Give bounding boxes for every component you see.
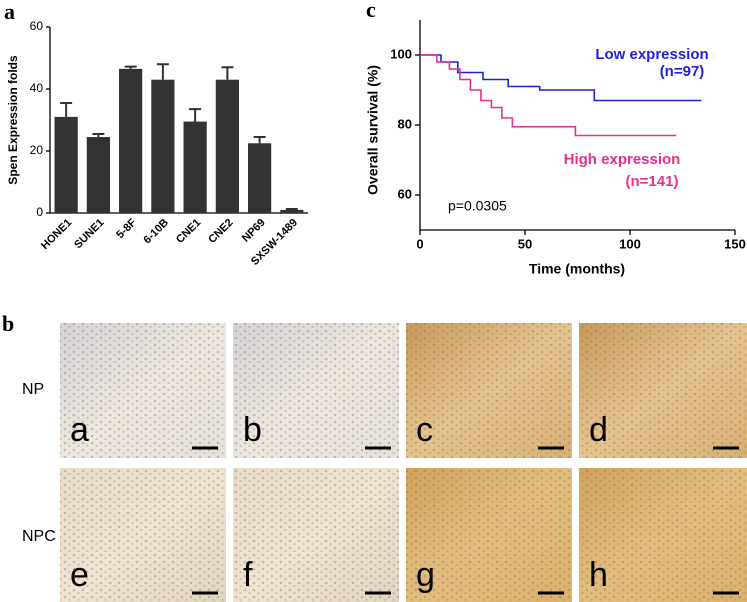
panel-letter: c <box>366 0 376 22</box>
y-axis-label: Spen Expression folds <box>6 55 20 185</box>
panel-letter: b <box>2 311 14 336</box>
y-tick-label: 80 <box>398 116 412 131</box>
micrograph-texture <box>60 323 226 458</box>
row-label: NP <box>22 381 44 398</box>
bar <box>280 209 304 213</box>
micrograph-texture <box>406 468 572 602</box>
bar <box>215 79 239 213</box>
error-bar <box>253 136 266 144</box>
micrograph-texture <box>60 468 226 602</box>
x-tick-label: CNE1 <box>174 217 203 246</box>
x-axis-label: Time (months) <box>529 261 625 277</box>
legend-label: Low expression <box>595 46 708 63</box>
x-tick-label: 0 <box>416 236 423 251</box>
image-label: d <box>589 411 608 449</box>
x-tick-label: HONE1 <box>39 217 74 252</box>
error-bar <box>156 63 169 80</box>
x-tick-label: 6-10B <box>141 217 171 247</box>
image-label: h <box>589 556 608 594</box>
error-bar <box>221 66 234 80</box>
x-tick-label: 150 <box>724 236 746 251</box>
image-label: g <box>416 556 435 594</box>
image-label: f <box>243 556 253 594</box>
micrograph-texture <box>233 323 399 458</box>
legend-label: (n=97) <box>660 63 705 80</box>
bar <box>54 116 78 213</box>
image-label: b <box>243 411 262 449</box>
error-bar <box>189 108 202 122</box>
error-bar <box>285 207 298 210</box>
bar <box>86 137 110 213</box>
error-bar <box>124 65 137 69</box>
error-bar <box>92 132 105 138</box>
micrograph-texture <box>233 468 399 602</box>
panel-letter: a <box>4 0 15 24</box>
x-tick-label: 100 <box>619 236 641 251</box>
p-value: p=0.0305 <box>448 198 507 214</box>
legend-label: (n=141) <box>626 173 679 190</box>
y-axis-label: Overall survival (%) <box>365 65 381 195</box>
row-label: NPC <box>22 528 56 545</box>
x-tick-label: 5-8F <box>114 216 139 241</box>
error-bar <box>60 101 73 117</box>
bar <box>248 143 272 213</box>
y-tick-label: 60 <box>398 186 412 201</box>
y-tick-label: 0 <box>36 205 43 219</box>
x-tick-label: NP69 <box>240 217 268 245</box>
y-tick-label: 20 <box>30 143 44 157</box>
x-tick-label: CNE2 <box>206 217 235 246</box>
bar <box>119 68 143 213</box>
image-label: a <box>70 411 89 449</box>
survival-curve <box>420 54 677 137</box>
x-tick-label: 50 <box>518 236 532 251</box>
y-tick-label: 40 <box>30 81 44 95</box>
micrograph-texture <box>579 323 747 458</box>
bar <box>151 79 175 213</box>
y-tick-label: 60 <box>30 19 44 33</box>
bar <box>183 121 207 213</box>
micrograph-texture <box>406 323 572 458</box>
image-label: e <box>70 556 89 594</box>
micrograph-texture <box>579 468 747 602</box>
x-tick-label: SUNE1 <box>72 217 106 251</box>
y-tick-label: 100 <box>390 46 412 61</box>
legend-label: High expression <box>564 151 681 168</box>
image-label: c <box>416 411 433 449</box>
